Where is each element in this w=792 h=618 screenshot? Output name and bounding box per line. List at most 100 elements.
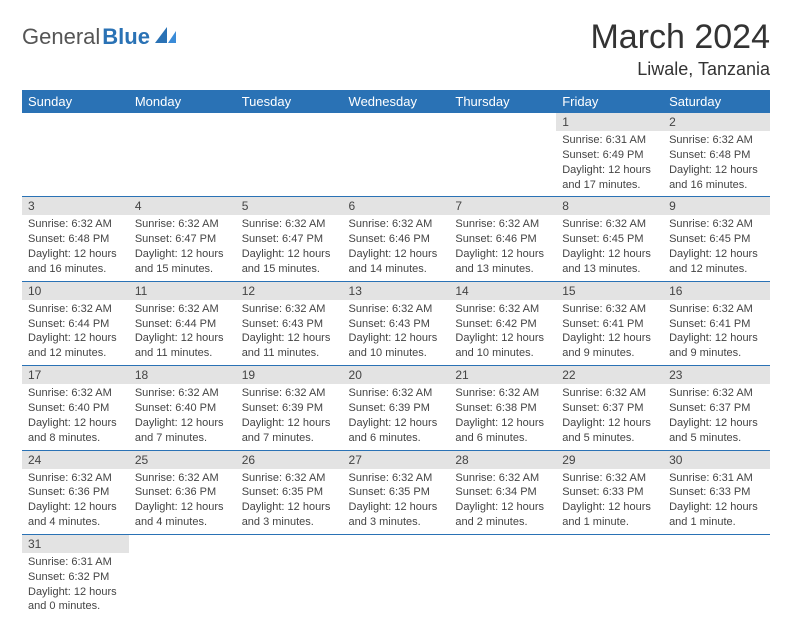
daylight-text: Daylight: 12 hours and 10 minutes. [455, 331, 550, 361]
calendar-cell: 23Sunrise: 6:32 AMSunset: 6:37 PMDayligh… [663, 366, 770, 450]
sunrise-text: Sunrise: 6:32 AM [135, 217, 230, 232]
day-number: 14 [449, 282, 556, 300]
calendar-cell: 12 Sunrise: 6:32 AMSunset: 6:43 PMDayligh… [236, 281, 343, 365]
daylight-text: Daylight: 12 hours and 16 minutes. [669, 163, 764, 193]
day-number [129, 535, 236, 539]
month-title: March 2024 [590, 18, 770, 57]
day-number: 30 [663, 451, 770, 469]
daylight-text: Daylight: 12 hours and 11 minutes. [242, 331, 337, 361]
daylight-text: Daylight: 12 hours and 11 minutes. [135, 331, 230, 361]
sunrise-text: Sunrise: 6:32 AM [669, 217, 764, 232]
daylight-text: Daylight: 12 hours and 13 minutes. [455, 247, 550, 277]
daylight-text: Daylight: 12 hours and 9 minutes. [562, 331, 657, 361]
day-number: 4 [129, 197, 236, 215]
calendar-cell: 1Sunrise: 6:31 AMSunset: 6:49 PMDaylight… [556, 113, 663, 197]
sunset-text: Sunset: 6:37 PM [669, 401, 764, 416]
calendar-cell: 9Sunrise: 6:32 AMSunset: 6:45 PMDaylight… [663, 197, 770, 281]
daylight-text: Daylight: 12 hours and 2 minutes. [455, 500, 550, 530]
day-details: Sunrise: 6:31 AMSunset: 6:33 PMDaylight:… [663, 469, 770, 534]
calendar-week: 24Sunrise: 6:32 AMSunset: 6:36 PMDayligh… [22, 450, 770, 534]
title-block: March 2024 Liwale, Tanzania [590, 18, 770, 80]
daylight-text: Daylight: 12 hours and 4 minutes. [28, 500, 123, 530]
sunset-text: Sunset: 6:33 PM [562, 485, 657, 500]
sunset-text: Sunset: 6:36 PM [135, 485, 230, 500]
day-number: 7 [449, 197, 556, 215]
calendar-cell [22, 113, 129, 197]
daylight-text: Daylight: 12 hours and 12 minutes. [669, 247, 764, 277]
day-number: 17 [22, 366, 129, 384]
daylight-text: Daylight: 12 hours and 9 minutes. [669, 331, 764, 361]
calendar-cell: 17Sunrise: 6:32 AMSunset: 6:40 PMDayligh… [22, 366, 129, 450]
day-details: Sunrise: 6:32 AMSunset: 6:47 PMDaylight:… [129, 215, 236, 280]
calendar-cell: 6Sunrise: 6:32 AMSunset: 6:46 PMDaylight… [343, 197, 450, 281]
day-details: Sunrise: 6:32 AMSunset: 6:46 PMDaylight:… [449, 215, 556, 280]
calendar-week: 17Sunrise: 6:32 AMSunset: 6:40 PMDayligh… [22, 366, 770, 450]
sunset-text: Sunset: 6:35 PM [242, 485, 337, 500]
day-details: Sunrise: 6:32 AMSunset: 6:46 PMDaylight:… [343, 215, 450, 280]
day-number: 9 [663, 197, 770, 215]
calendar-table: SundayMondayTuesdayWednesdayThursdayFrid… [22, 90, 770, 618]
day-details: Sunrise: 6:31 AMSunset: 6:49 PMDaylight:… [556, 131, 663, 196]
calendar-cell: 24Sunrise: 6:32 AMSunset: 6:36 PMDayligh… [22, 450, 129, 534]
day-details: Sunrise: 6:32 AMSunset: 6:37 PMDaylight:… [556, 384, 663, 449]
sunrise-text: Sunrise: 6:32 AM [242, 386, 337, 401]
sunset-text: Sunset: 6:44 PM [135, 317, 230, 332]
calendar-cell [556, 534, 663, 618]
day-number [449, 535, 556, 539]
day-number: 15 [556, 282, 663, 300]
day-details: Sunrise: 6:32 AMSunset: 6:48 PMDaylight:… [663, 131, 770, 196]
calendar-cell: 14Sunrise: 6:32 AMSunset: 6:42 PMDayligh… [449, 281, 556, 365]
day-details: Sunrise: 6:32 AMSunset: 6:48 PMDaylight:… [22, 215, 129, 280]
day-number: 12 [236, 282, 343, 300]
day-details: Sunrise: 6:32 AMSunset: 6:36 PMDaylight:… [22, 469, 129, 534]
day-details: Sunrise: 6:32 AMSunset: 6:33 PMDaylight:… [556, 469, 663, 534]
calendar-cell: 3Sunrise: 6:32 AMSunset: 6:48 PMDaylight… [22, 197, 129, 281]
calendar-cell: 7Sunrise: 6:32 AMSunset: 6:46 PMDaylight… [449, 197, 556, 281]
day-header: Friday [556, 90, 663, 113]
calendar-cell: 28Sunrise: 6:32 AMSunset: 6:34 PMDayligh… [449, 450, 556, 534]
sunset-text: Sunset: 6:44 PM [28, 317, 123, 332]
day-details: Sunrise: 6:31 AMSunset: 6:32 PMDaylight:… [22, 553, 129, 618]
day-details: Sunrise: 6:32 AMSunset: 6:41 PMDaylight:… [556, 300, 663, 365]
day-number: 3 [22, 197, 129, 215]
calendar-cell: 25Sunrise: 6:32 AMSunset: 6:36 PMDayligh… [129, 450, 236, 534]
day-header: Thursday [449, 90, 556, 113]
calendar-cell: 8Sunrise: 6:32 AMSunset: 6:45 PMDaylight… [556, 197, 663, 281]
day-number [129, 113, 236, 117]
sunrise-text: Sunrise: 6:32 AM [242, 302, 337, 317]
sunset-text: Sunset: 6:43 PM [242, 317, 337, 332]
daylight-text: Daylight: 12 hours and 17 minutes. [562, 163, 657, 193]
calendar-cell: 31Sunrise: 6:31 AMSunset: 6:32 PMDayligh… [22, 534, 129, 618]
location: Liwale, Tanzania [590, 59, 770, 80]
sunset-text: Sunset: 6:41 PM [562, 317, 657, 332]
calendar-head: SundayMondayTuesdayWednesdayThursdayFrid… [22, 90, 770, 113]
sunrise-text: Sunrise: 6:32 AM [455, 302, 550, 317]
day-number [236, 113, 343, 117]
daylight-text: Daylight: 12 hours and 1 minute. [562, 500, 657, 530]
sunrise-text: Sunrise: 6:32 AM [455, 217, 550, 232]
sunset-text: Sunset: 6:47 PM [242, 232, 337, 247]
sunset-text: Sunset: 6:46 PM [349, 232, 444, 247]
calendar-cell [236, 113, 343, 197]
day-header: Sunday [22, 90, 129, 113]
day-header: Tuesday [236, 90, 343, 113]
daylight-text: Daylight: 12 hours and 5 minutes. [562, 416, 657, 446]
sail-icon [154, 25, 180, 50]
day-number: 23 [663, 366, 770, 384]
calendar-body: 1Sunrise: 6:31 AMSunset: 6:49 PMDaylight… [22, 113, 770, 618]
day-details: Sunrise: 6:32 AMSunset: 6:35 PMDaylight:… [343, 469, 450, 534]
daylight-text: Daylight: 12 hours and 4 minutes. [135, 500, 230, 530]
logo-word2: Blue [102, 24, 150, 50]
sunset-text: Sunset: 6:48 PM [28, 232, 123, 247]
day-number [236, 535, 343, 539]
sunset-text: Sunset: 6:35 PM [349, 485, 444, 500]
sunrise-text: Sunrise: 6:32 AM [562, 302, 657, 317]
sunset-text: Sunset: 6:47 PM [135, 232, 230, 247]
day-number: 5 [236, 197, 343, 215]
sunrise-text: Sunrise: 6:32 AM [562, 217, 657, 232]
day-number [449, 113, 556, 117]
sunrise-text: Sunrise: 6:32 AM [349, 217, 444, 232]
day-details: Sunrise: 6:32 AMSunset: 6:39 PMDaylight:… [343, 384, 450, 449]
calendar-cell: 5Sunrise: 6:32 AMSunset: 6:47 PMDaylight… [236, 197, 343, 281]
day-number: 22 [556, 366, 663, 384]
